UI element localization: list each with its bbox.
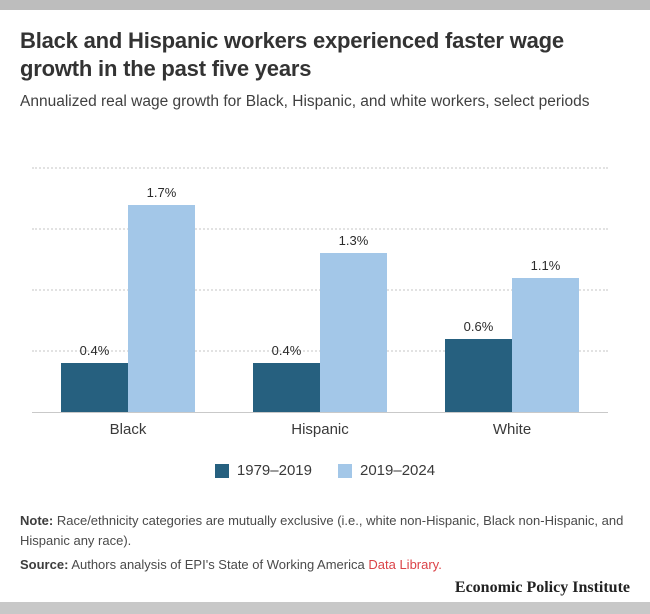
chart-note: Note: Race/ethnicity categories are mutu… [20,511,632,551]
legend-label: 1979–2019 [236,462,312,479]
bar-value-label: 1.1% [530,258,561,273]
chart-source: Source: Authors analysis of EPI's State … [20,555,632,575]
source-label: Source: [20,557,69,572]
bar-hispanic-light [320,253,387,412]
source-body: Authors analysis of EPI's State of Worki… [71,557,365,572]
epi-wordmark: Economic Policy Institute [454,579,630,596]
bar-value-label: 1.7% [146,185,177,200]
bottom-border-bar [0,602,650,614]
gridline [32,167,608,170]
gridline [32,228,608,231]
chart-title: Black and Hispanic workers experienced f… [20,28,564,81]
bar-white-dark [445,339,512,412]
bar-hispanic-dark [253,363,320,412]
source-period: . [438,557,442,572]
bar-value-label: 0.4% [79,343,110,358]
legend-swatch-icon [214,463,229,478]
legend-label: 2019–2024 [360,462,436,479]
bar-value-label: 1.3% [338,233,369,248]
legend-item: 2019–2024 [338,462,435,479]
chart-subtitle: Annualized real wage growth for Black, H… [20,93,590,110]
bar-black-light [128,205,195,412]
top-border-bar [0,0,650,10]
data-library-link[interactable]: Data Library [368,557,439,572]
legend-swatch-icon [338,463,352,478]
bar-value-label: 0.4% [271,343,302,358]
x-axis-label-white: White [492,421,532,438]
legend: 1979–2019 2019–2024 [0,462,650,479]
legend-item: 1979–2019 [214,462,312,479]
bar-white-light [512,278,579,412]
plot-area: 0.4% 1.7% Black 0.4% 1.3% Hispanic 0.6% 1.1% Whi… [32,154,608,438]
x-axis-label-hispanic: Hispanic [291,421,349,438]
bar-value-label: 0.6% [463,319,494,334]
x-axis-label-black: Black [109,421,147,438]
bar-black-dark [61,363,128,412]
note-label: Note: [20,513,54,528]
note-body: Race/ethnicity categories are mutually e… [20,513,624,548]
